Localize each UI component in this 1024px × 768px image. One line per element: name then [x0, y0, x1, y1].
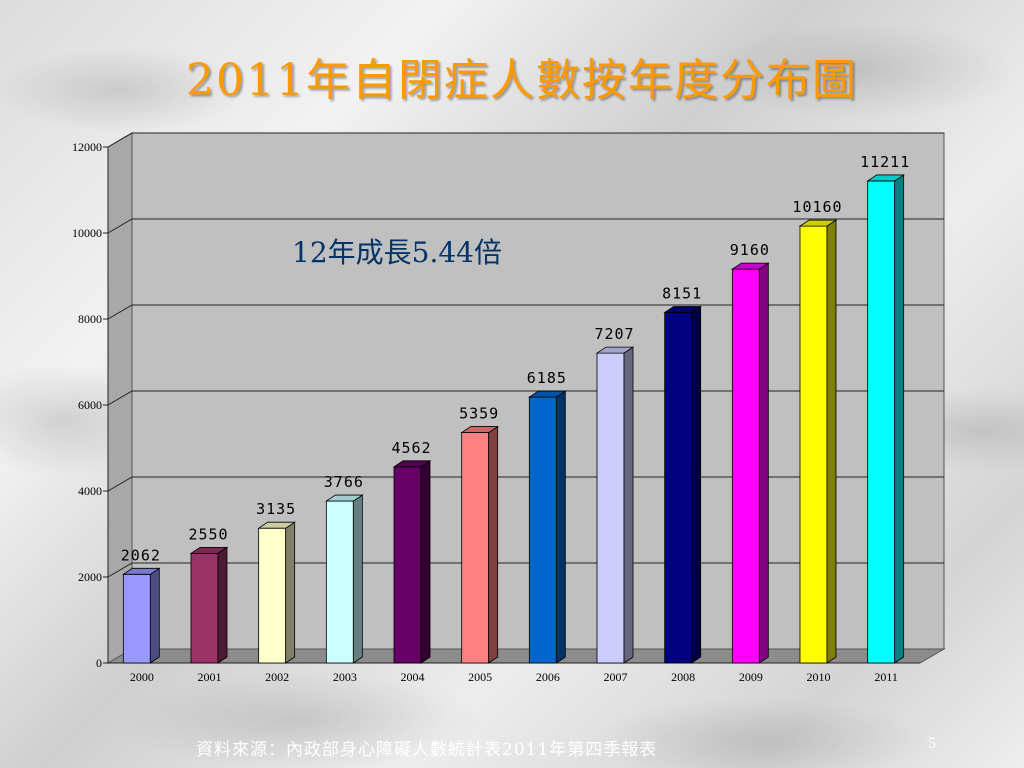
data-label: 6185 [527, 369, 567, 387]
gridline [107, 304, 944, 320]
bar [460, 425, 499, 664]
x-tick-label: 2010 [807, 670, 831, 684]
y-tick-label: 10000 [72, 226, 102, 240]
bar [392, 460, 432, 664]
data-label: 10160 [792, 198, 842, 216]
x-axis: 2000 2001 2002 2003 2004 2005 2006 2007 2008 2009… [108, 662, 920, 684]
data-label: 5359 [459, 405, 499, 423]
x-tick-label: 2000 [130, 670, 154, 684]
x-tick-label: 2011 [874, 670, 898, 684]
source-note: 資料來源：內政部身心障礙人數統計表2011年第四季報表 [196, 740, 658, 760]
bar [122, 567, 161, 664]
bar [325, 494, 364, 664]
x-tick-label: 2006 [536, 670, 560, 684]
gridline [107, 218, 944, 234]
x-tick-label: 2005 [468, 670, 492, 684]
data-label: 7207 [594, 325, 634, 343]
bar [595, 346, 635, 664]
x-tick-label: 2001 [198, 670, 222, 684]
data-label: 4562 [391, 439, 431, 457]
x-tick-label: 2008 [671, 670, 695, 684]
data-label: 2550 [188, 525, 228, 543]
bar [798, 219, 838, 664]
y-tick-label: 12000 [72, 140, 102, 154]
data-labels: 2062 2550 3135 3766 4562 5359 6185 7207 8151 9160… [121, 153, 910, 564]
bar [866, 174, 905, 664]
bar [731, 262, 770, 664]
y-tick-label: 4000 [78, 484, 102, 498]
page-number: 5 [928, 735, 936, 752]
bar [528, 390, 567, 664]
data-label: 8151 [662, 285, 702, 303]
data-label: 3766 [324, 473, 364, 491]
data-label: 2062 [121, 546, 161, 564]
x-tick-label: 2003 [333, 670, 357, 684]
gridline [107, 132, 944, 148]
data-label: 9160 [730, 241, 770, 259]
bar [663, 305, 702, 664]
bar [257, 521, 296, 664]
y-tick-label: 2000 [78, 570, 102, 584]
growth-annotation: 12年成長5.44倍 [292, 236, 502, 269]
x-tick-label: 2009 [739, 670, 763, 684]
bars [122, 174, 905, 664]
y-axis: 0 2000 4000 6000 8000 10000 12000 [72, 140, 109, 670]
y-tick-label: 0 [96, 656, 102, 670]
x-tick-label: 2002 [265, 670, 289, 684]
data-label: 3135 [256, 500, 296, 518]
y-tick-label: 6000 [78, 398, 102, 412]
bar [189, 546, 229, 664]
x-tick-label: 2007 [604, 670, 628, 684]
y-tick-label: 8000 [78, 312, 102, 326]
data-label: 11211 [860, 153, 910, 171]
x-tick-label: 2004 [401, 670, 425, 684]
slide-title: 2011年自閉症人數按年度分布圖 [186, 55, 858, 106]
